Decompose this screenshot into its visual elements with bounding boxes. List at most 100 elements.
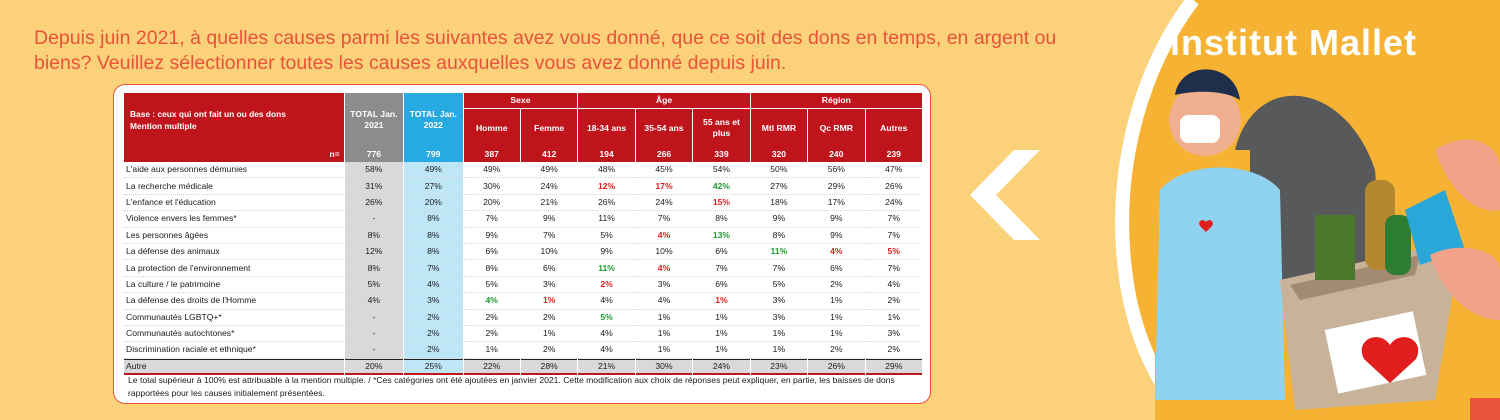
table-cell: 7% [404,260,463,277]
table-cell: 24% [520,178,578,195]
table-cell: 12% [344,243,404,261]
table-cell: 17% [808,195,865,212]
table-cell: 4% [635,228,693,244]
table-cell: 18% [750,195,808,212]
table-cell: 10% [635,244,693,261]
table-cell: 2% [404,342,463,359]
table-cell: 1% [693,326,750,343]
header-col-0: Homme [463,109,520,147]
table-cell: 1% [750,342,808,359]
table-cell: 1% [693,293,750,310]
header-col-3: 35-54 ans [635,109,693,147]
table-cell: 1% [808,310,865,326]
volunteer-illustration [1115,0,1500,420]
table-row: L'aide aux personnes démunies 58% 49% 49% 49… [124,162,922,179]
table-cell: 9% [808,228,865,244]
n-label: n= [124,147,344,162]
table-row: Les personnes âgées 8% 8% 9% 7% 5% 4% 13% 8% 9% 7% [124,227,922,244]
table-cell: 4% [404,276,463,294]
header-col-6: Qc RMR [808,109,865,147]
n-value: 194 [578,147,635,162]
n-value: 240 [808,147,865,162]
table-cell: 20% [463,195,520,212]
table-row: La recherche médicale 31% 27% 30% 24% 12% 17% 4… [124,178,922,195]
table-row: Communautés autochtones* -2% 2% 1% 4% 1% 1% 1% 1… [124,325,922,343]
row-label: La défense des animaux [124,244,344,261]
table-cell: 1% [808,326,865,343]
table-cell: 2% [865,293,922,310]
table-cell: 1% [520,293,578,310]
table-cell: 11% [578,260,635,277]
table-cell: 2% [578,277,635,294]
header-col-7: Autres [865,109,922,147]
table-cell: 49% [520,162,578,179]
table-cell: 1% [520,326,578,343]
table-cell: 4% [344,293,404,310]
table-cell: 5% [578,310,635,326]
table-cell: 9% [808,211,865,228]
row-label: Violence envers les femmes* [124,211,344,228]
results-card: Base : ceux qui ont fait un ou des dons … [113,84,931,404]
table-row: La défense des animaux 12% 8% 6% 10% 9% 10% 6% 1… [124,243,922,261]
table-cell: 2% [404,325,463,343]
row-label: L'aide aux personnes démunies [124,162,344,179]
table-cell: 4% [808,244,865,261]
header-total-2022-label: TOTAL Jan. 2022 [409,109,457,130]
table-cell: 1% [865,310,922,326]
table-cell: - [344,325,404,343]
table-cell: 24% [635,195,693,212]
table-cell: 8% [463,260,520,277]
row-label: Communautés LGBTQ+* [124,310,344,326]
brand-logo: institut Mallet [1170,22,1417,63]
table-cell: 1% [635,342,693,359]
table-cell: 27% [404,178,463,195]
table-row: Discrimination raciale et ethnique* -2% 1%… [124,342,922,359]
table-cell: 30% [463,178,520,195]
table-cell: 54% [693,162,750,179]
table-cell: 8% [750,228,808,244]
table-cell: 2% [520,342,578,359]
table-cell: 26% [808,358,865,376]
table-cell: 8% [404,227,463,244]
table-cell: 11% [578,211,635,228]
row-label: La protection de l'environnement [124,260,344,277]
table-cell: 27% [750,178,808,195]
table-cell: 1% [635,326,693,343]
table-cell: 3% [750,293,808,310]
table-cell: 13% [693,228,750,244]
table-cell: 30% [635,358,693,376]
table-cell: 7% [635,211,693,228]
table-cell: 5% [344,276,404,294]
row-label: Autre [124,358,344,376]
table-cell: 8% [693,211,750,228]
n-value: 412 [520,147,578,162]
table-cell: 5% [578,228,635,244]
table-cell: 48% [578,162,635,179]
table-cell: 56% [808,162,865,179]
header-col-2: 18-34 ans [578,109,635,147]
table-cell: 2% [808,342,865,359]
table-row: Communautés LGBTQ+* -2% 2% 2% 5% 1% 1% 3% 1% 1% [124,309,922,326]
table-cell: 7% [865,260,922,277]
table-cell: 15% [693,195,750,212]
table-cell: 6% [520,260,578,277]
table-cell: 7% [463,211,520,228]
table-cell: 21% [520,195,578,212]
table-cell: 26% [344,194,404,212]
table-cell: 29% [808,178,865,195]
table-cell: 22% [463,358,520,376]
table-cell: 49% [463,162,520,179]
table-cell: 3% [635,277,693,294]
table-cell: 58% [344,162,404,179]
n-value: 799 [404,147,463,162]
table-cell: 5% [750,277,808,294]
table-cell: 24% [865,195,922,212]
table-cell: 25% [404,358,463,376]
table-cell: 31% [344,178,404,195]
table-cell: 50% [750,162,808,179]
table-cell: 10% [520,244,578,261]
row-label: La culture / le patrimoine [124,277,344,294]
table-row: La défense des droits de l'Homme 4% 3% 4% 1%… [124,293,922,310]
row-label: La défense des droits de l'Homme [124,293,344,310]
table-cell: 20% [404,194,463,212]
